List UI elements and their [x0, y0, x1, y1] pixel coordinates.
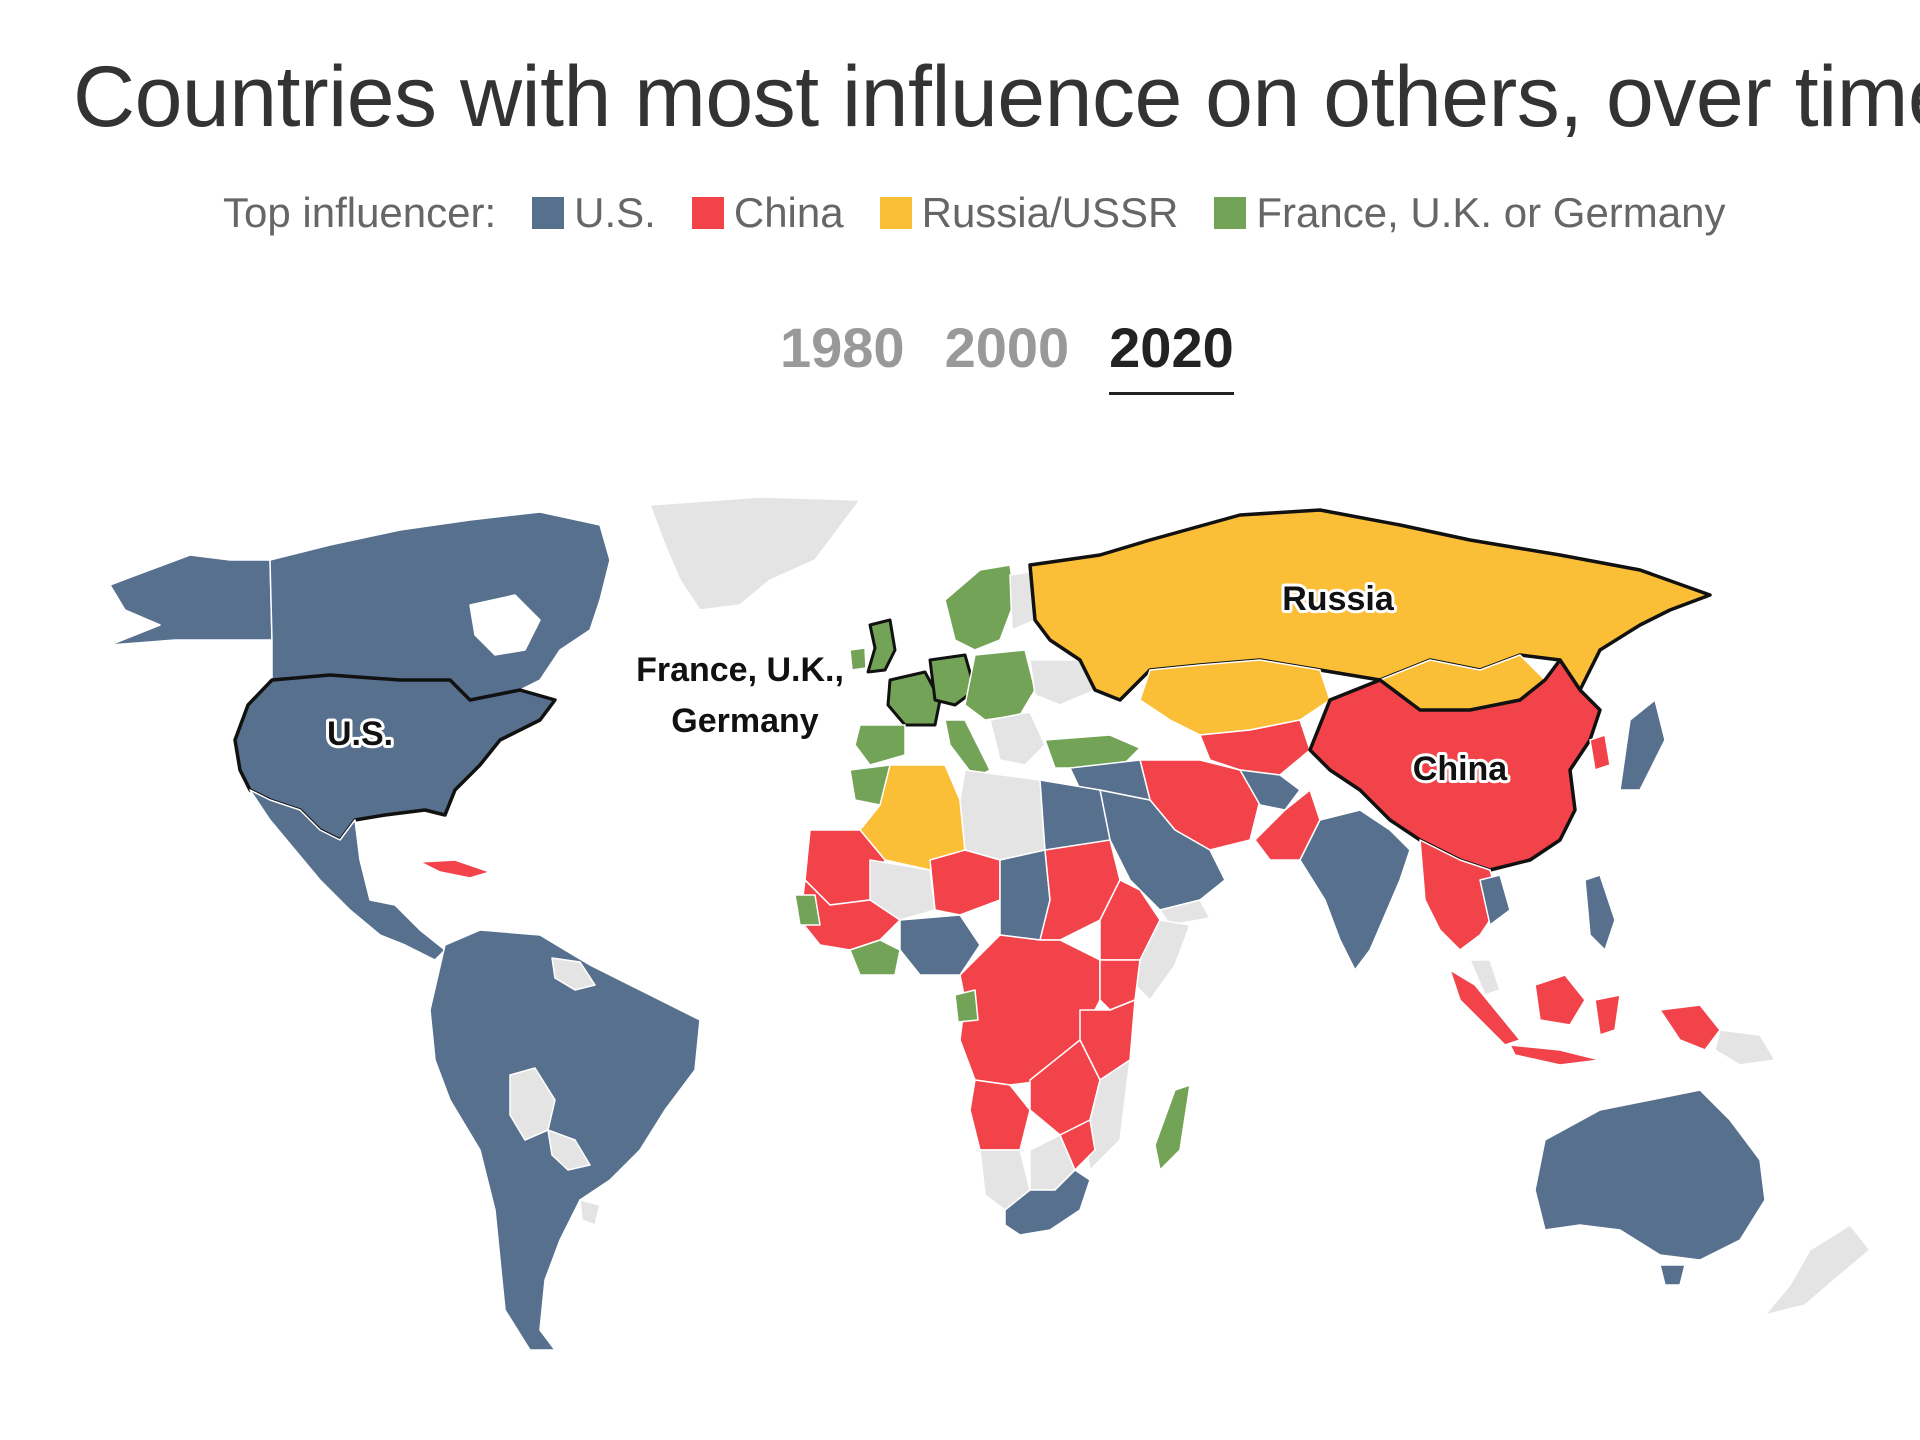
region-balkans — [989, 711, 1046, 766]
region-sa-none-3 — [579, 1199, 601, 1226]
region-chad — [999, 849, 1051, 941]
legend-swatch-russia — [879, 197, 912, 229]
tab-2020[interactable]: 2020 — [1109, 315, 1234, 395]
region-hudson-bay — [469, 594, 541, 656]
region-canada — [269, 511, 611, 701]
region-vietnam — [1479, 874, 1511, 926]
region-arabia — [1099, 789, 1226, 911]
region-philippines — [1584, 874, 1616, 951]
region-zimbabwe — [1059, 1119, 1096, 1171]
region-uk — [866, 618, 897, 674]
legend-item-russia: Russia/USSR — [879, 189, 1179, 237]
region-india — [1299, 809, 1411, 971]
region-mali — [869, 859, 936, 921]
region-greenland — [649, 496, 861, 611]
tab-1980[interactable]: 1980 — [780, 316, 905, 379]
map-label-china: China — [1413, 750, 1509, 788]
region-yemen — [1159, 899, 1211, 926]
region-tasmania — [1659, 1264, 1686, 1286]
region-australia — [1534, 1089, 1766, 1261]
map-label-russia: Russia — [1282, 580, 1395, 618]
region-sulawesi — [1594, 994, 1621, 1036]
region-germany — [928, 653, 977, 707]
region-new-zealand — [1764, 1224, 1871, 1316]
region-malaysia — [1469, 959, 1501, 996]
region-china — [1308, 658, 1602, 872]
region-ireland — [849, 647, 867, 671]
region-papua — [1659, 1004, 1721, 1051]
legend-item-us: U.S. — [532, 189, 656, 237]
region-sudan — [1039, 839, 1121, 941]
region-turkey — [1044, 734, 1141, 769]
region-guianas — [551, 957, 596, 991]
legend-label-china: China — [733, 189, 844, 236]
world-map-svg: U.S. Russia China France, U.K., Germany — [109, 496, 1871, 1351]
region-iberia — [854, 724, 906, 766]
legend-item-china: China — [691, 189, 844, 237]
region-central-europe — [964, 649, 1036, 721]
legend-lead: Top influencer: — [223, 189, 497, 236]
legend-label-europe: France, U.K. or Germany — [1256, 189, 1726, 236]
region-se-asia — [1419, 839, 1501, 951]
region-mexico — [249, 789, 446, 961]
map-label-europe-line2: Germany — [671, 702, 818, 740]
region-alaska — [109, 554, 273, 646]
tab-2000[interactable]: 2000 — [944, 316, 1070, 379]
region-gulf-guinea — [849, 939, 901, 976]
chart-title: Countries with most influence on others,… — [73, 49, 1920, 145]
region-korea — [1589, 734, 1611, 771]
region-angola — [969, 1079, 1031, 1151]
region-gabon — [954, 989, 979, 1023]
region-senegal — [794, 894, 821, 926]
region-italy — [944, 719, 991, 779]
legend-swatch-europe — [1214, 197, 1247, 229]
region-png — [1714, 1029, 1776, 1066]
legend-label-us: U.S. — [574, 189, 656, 236]
region-central-asia-cn — [1199, 719, 1311, 776]
region-usa — [233, 673, 557, 842]
map-label-us: U.S. — [327, 715, 393, 753]
region-madagascar — [1154, 1084, 1191, 1171]
legend-swatch-us — [532, 197, 565, 229]
region-scandinavia — [944, 564, 1016, 651]
region-cuba — [419, 859, 491, 879]
region-france — [886, 670, 942, 727]
region-sa-none-2 — [547, 1129, 591, 1171]
region-japan — [1619, 699, 1666, 791]
legend-swatch-china — [691, 197, 724, 229]
region-borneo — [1534, 974, 1586, 1026]
region-niger — [929, 849, 1001, 916]
world-map: U.S. Russia China France, U.K., Germany — [0, 480, 1920, 1360]
region-afghanistan — [1239, 769, 1301, 811]
legend-item-europe: France, U.K. or Germany — [1214, 189, 1726, 237]
region-ukraine — [1029, 659, 1096, 706]
map-label-europe-line1: France, U.K., — [636, 651, 844, 689]
region-libya — [959, 769, 1046, 861]
region-south-africa — [1004, 1169, 1091, 1236]
legend-label-russia: Russia/USSR — [921, 189, 1179, 236]
year-tabs: 1980 2000 2020 — [780, 315, 1234, 395]
region-sumatra — [1449, 969, 1521, 1046]
legend: Top influencer: U.S. China Russia/USSR F… — [223, 185, 1762, 241]
region-java — [1509, 1044, 1601, 1066]
